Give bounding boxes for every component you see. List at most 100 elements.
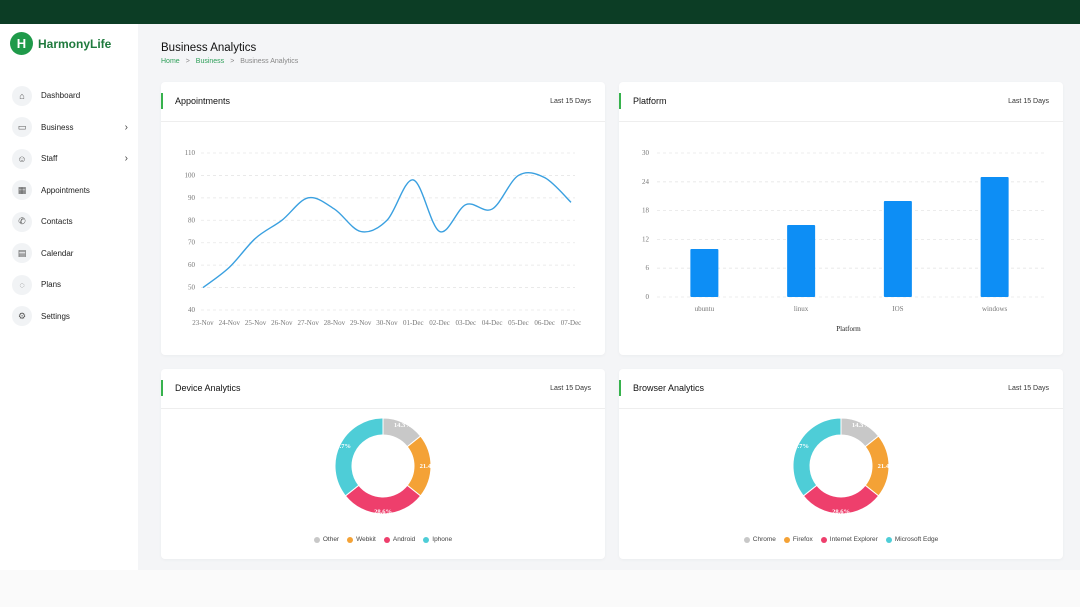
x-axis-title: Platform [836,325,861,333]
legend-item[interactable]: Iphone [423,536,452,543]
card-title: Appointments [175,96,231,106]
chevron-right-icon: › [124,121,128,133]
card-header: Platform Last 15 Days [619,82,1063,122]
appointments-card: Appointments Last 15 Days 40 50 60 70 80 90 10… [161,82,605,355]
legend-label: Chrome [752,536,776,543]
y-tick-label: 60 [188,261,196,269]
breadcrumb-home-link[interactable]: Home [161,58,180,65]
card-accent-bar [619,93,621,109]
sidebar-item-calendar[interactable]: ▤ Calendar [0,238,138,270]
y-tick-label: 40 [188,306,196,314]
donut-slice [334,417,384,497]
legend-item[interactable]: Chrome [743,536,776,543]
bar [690,249,719,297]
brand-logo[interactable]: H HarmonyLife [10,32,111,55]
sidebar-item-settings[interactable]: ⚙ Settings [0,301,138,333]
sidebar-item-label: Staff [41,154,58,164]
legend-label: Webkit [356,536,376,543]
card-header: Browser Analytics Last 15 Days [619,369,1063,409]
x-tick-label: 27-Nov [297,319,319,327]
sidebar-item-label: Appointments [41,185,90,195]
brand-name: HarmonyLife [38,36,112,51]
sidebar-item-dashboard[interactable]: ⌂ Dashboard [0,80,138,112]
sidebar-item-contacts[interactable]: ✆ Contacts [0,206,138,238]
x-tick-label: 05-Dec [508,319,529,327]
browser-analytics-card: Browser Analytics Last 15 Days 14.3% 21.4… [619,369,1063,559]
card-range[interactable]: Last 15 Days [1008,385,1049,392]
card-range[interactable]: Last 15 Days [550,98,591,105]
sidebar-item-label: Calendar [41,248,74,258]
chevron-right-icon: › [124,153,128,165]
legend-item[interactable]: Webkit [347,536,376,543]
donut-slice [792,417,842,497]
legend-swatch [383,536,390,543]
page-title: Business Analytics [161,42,257,54]
browser-legend: Chrome Firefox Internet Explorer Microsoft … [619,536,1063,543]
legend-item[interactable]: Other [313,536,340,543]
x-tick-label: 23-Nov [192,319,214,327]
card-title: Browser Analytics [633,383,705,393]
gear-icon: ⚙ [12,306,32,327]
y-tick-label: 18 [642,207,650,215]
y-tick-label: 30 [642,149,650,157]
breadcrumb-current: Business Analytics [240,58,299,65]
x-tick-label: 01-Dec [403,319,424,327]
card-icon: ▭ [12,117,32,138]
sidebar-item-plans[interactable]: ◌ Plans [0,269,138,301]
card-header: Device Analytics Last 15 Days [161,369,605,409]
calendar-icon: ▤ [12,243,32,264]
x-tick-label: 03-Dec [456,319,477,327]
phone-icon: ✆ [12,211,32,232]
sidebar-item-appointments[interactable]: ▦ Appointments [0,175,138,207]
y-tick-label: 50 [188,284,196,292]
legend-item[interactable]: Microsoft Edge [885,536,939,543]
y-tick-label: 6 [646,264,650,272]
slice-label: 21.4% [420,463,438,470]
slice-label: 35.7% [333,443,351,450]
home-icon: ⌂ [12,85,32,106]
legend-swatch [783,536,790,543]
browser-donut-chart: 14.3% 21.4% 28.6% 35.7% [791,417,895,516]
legend-item[interactable]: Internet Explorer [820,536,878,543]
platform-bar-chart: 0 6 12 18 24 30 ubuntu linux IOS windows Platform [642,149,1044,333]
card-accent-bar [161,380,163,396]
sidebar-item-label: Settings [41,311,70,321]
legend-label: Iphone [432,536,453,543]
legend-item[interactable]: Android [383,536,415,543]
breadcrumb-separator: > [230,58,235,65]
sidebar-item-staff[interactable]: ☺ Staff › [0,143,138,175]
x-tick-label: 25-Nov [245,319,267,327]
bar [980,177,1009,297]
sidebar: H HarmonyLife ⌂ Dashboard ▭ Business › ☺ Staff… [0,24,138,607]
legend-swatch [313,536,320,543]
breadcrumb-business-link[interactable]: Business [195,58,225,65]
sidebar-item-label: Plans [41,280,62,290]
card-range[interactable]: Last 15 Days [1008,98,1049,105]
sidebar-item-business[interactable]: ▭ Business › [0,112,138,144]
y-tick-label: 90 [188,194,196,202]
series-line [202,171,572,289]
card-title: Platform [633,96,667,106]
slice-label: 28.6% [374,509,392,516]
legend-swatch [423,536,430,543]
device-analytics-card: Device Analytics Last 15 Days 14.3% 21.4%… [161,369,605,559]
y-tick-label: 70 [188,239,196,247]
y-tick-label: 0 [646,293,650,301]
card-range[interactable]: Last 15 Days [550,385,591,392]
legend-item[interactable]: Firefox [783,536,813,543]
x-tick-label: 28-Nov [324,319,346,327]
bar [883,201,912,297]
x-tick-label: 30-Nov [376,319,398,327]
platform-card: Platform Last 15 Days 0 6 12 18 24 30 ubuntu li… [619,82,1063,355]
y-tick-label: 110 [185,149,196,157]
legend-swatch [885,536,892,543]
logo-icon: H [10,32,33,55]
card-accent-bar [161,93,163,109]
card-header: Appointments Last 15 Days [161,82,605,122]
sidebar-item-label: Business [41,122,74,132]
legend-label: Microsoft Edge [894,536,939,543]
legend-label: Other [322,536,340,543]
breadcrumb-separator: > [185,58,190,65]
card-accent-bar [619,380,621,396]
sidebar-item-label: Contacts [41,217,73,227]
